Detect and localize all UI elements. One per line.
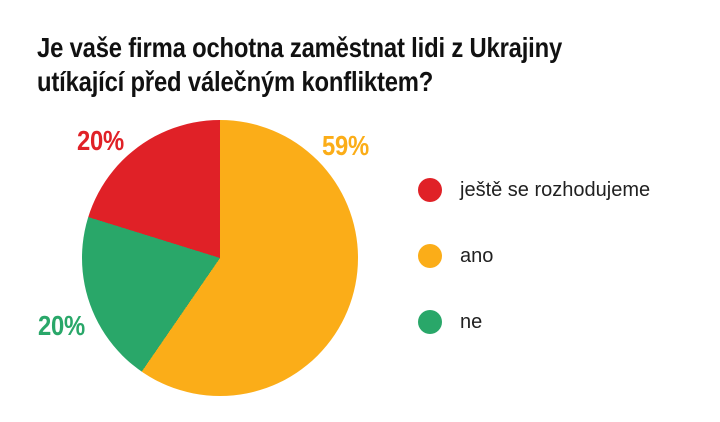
chart-title: Je vaše firma ochotna zaměstnat lidi z U… <box>37 31 562 99</box>
legend-swatch-green-circle-icon <box>418 310 442 334</box>
legend-label: ano <box>460 245 494 267</box>
legend-label: ne <box>460 311 483 333</box>
pie-chart <box>82 120 358 396</box>
legend-item-ano: ano <box>418 244 650 268</box>
chart-title-line-2: utíkající před válečným konfliktem? <box>37 66 434 97</box>
legend: ještě se rozhodujeme ano ne <box>418 178 650 376</box>
legend-label: ještě se rozhodujeme <box>460 179 651 201</box>
chart-title-line-1: Je vaše firma ochotna zaměstnat lidi z U… <box>37 32 563 63</box>
legend-item-ne: ne <box>418 310 650 334</box>
legend-swatch-yellow-circle-icon <box>418 244 442 268</box>
legend-swatch-red-circle-icon <box>418 178 442 202</box>
slice-percent-label-ano: 59% <box>322 130 369 161</box>
legend-item-jeste-se-rozhodujeme: ještě se rozhodujeme <box>418 178 650 202</box>
slice-percent-label-ne: 20% <box>38 310 85 341</box>
slice-percent-label-jeste-se-rozhodujeme: 20% <box>77 125 124 156</box>
